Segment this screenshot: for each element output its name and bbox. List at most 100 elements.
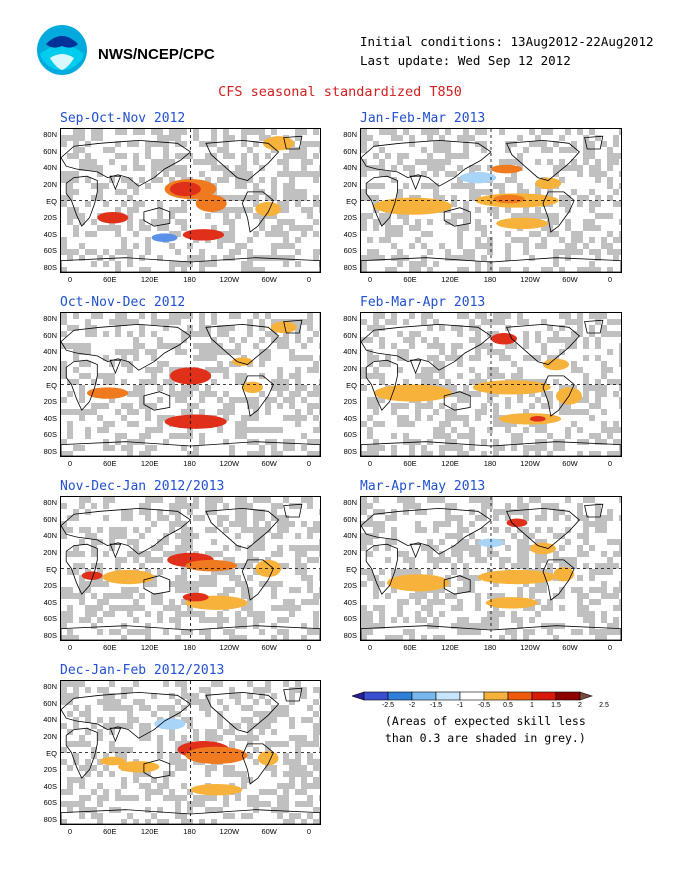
- low-skill-cell: [373, 623, 379, 629]
- low-skill-cell: [373, 141, 379, 147]
- low-skill-cell: [289, 735, 295, 741]
- low-skill-cell: [571, 147, 577, 153]
- low-skill-cell: [463, 183, 469, 189]
- coastline: [361, 625, 621, 640]
- low-skill-cell: [313, 415, 319, 421]
- low-skill-cell: [73, 681, 79, 687]
- coastline: [361, 441, 621, 456]
- low-skill-cell: [595, 355, 601, 361]
- low-skill-cell: [277, 219, 283, 225]
- low-skill-cell: [517, 623, 523, 629]
- low-skill-cell: [289, 355, 295, 361]
- low-skill-cell: [73, 213, 79, 219]
- low-skill-cell: [283, 195, 289, 201]
- low-skill-cell: [223, 325, 229, 331]
- low-skill-cell: [517, 617, 523, 623]
- low-skill-cell: [151, 777, 157, 783]
- low-skill-cell: [241, 527, 247, 533]
- low-skill-cell: [67, 801, 73, 807]
- low-skill-cell: [205, 551, 211, 557]
- low-skill-cell: [205, 629, 211, 635]
- low-skill-cell: [475, 391, 481, 397]
- low-skill-cell: [361, 267, 367, 272]
- lat-label: 80S: [343, 631, 357, 640]
- low-skill-cell: [133, 587, 139, 593]
- low-skill-cell: [283, 759, 289, 765]
- colorbar-label: -1.5: [429, 702, 443, 709]
- low-skill-cell: [61, 623, 67, 629]
- low-skill-cell: [433, 129, 439, 135]
- coastline: [65, 175, 98, 227]
- low-skill-cell: [97, 427, 103, 433]
- low-skill-cell: [235, 397, 241, 403]
- low-skill-cell: [385, 355, 391, 361]
- low-skill-cell: [277, 795, 283, 801]
- low-skill-cell: [439, 635, 445, 640]
- low-skill-cell: [313, 723, 319, 729]
- low-skill-cell: [199, 343, 205, 349]
- low-skill-cell: [583, 593, 589, 599]
- low-skill-cell: [427, 599, 433, 605]
- low-skill-cell: [319, 747, 320, 753]
- low-skill-cell: [121, 177, 127, 183]
- low-skill-cell: [151, 331, 157, 337]
- low-skill-cell: [457, 533, 463, 539]
- low-skill-cell: [583, 563, 589, 569]
- low-skill-cell: [481, 557, 487, 563]
- low-skill-cell: [229, 765, 235, 771]
- low-skill-cell: [559, 201, 565, 207]
- low-skill-cell: [595, 165, 601, 171]
- low-skill-cell: [133, 605, 139, 611]
- low-skill-cell: [157, 545, 163, 551]
- low-skill-cell: [397, 355, 403, 361]
- low-skill-cell: [493, 213, 499, 219]
- low-skill-cell: [121, 605, 127, 611]
- low-skill-cell: [301, 741, 307, 747]
- low-skill-cell: [361, 385, 367, 391]
- low-skill-cell: [559, 177, 565, 183]
- low-skill-cell: [181, 207, 187, 213]
- anomaly-region: [493, 194, 525, 204]
- low-skill-cell: [517, 545, 523, 551]
- low-skill-cell: [493, 313, 499, 319]
- low-skill-cell: [589, 207, 595, 213]
- low-skill-cell: [457, 629, 463, 635]
- low-skill-cell: [61, 267, 67, 272]
- low-skill-cell: [367, 325, 373, 331]
- low-skill-cell: [475, 189, 481, 195]
- low-skill-cell: [595, 255, 601, 261]
- low-skill-cell: [103, 699, 109, 705]
- low-skill-cell: [361, 611, 367, 617]
- low-skill-cell: [295, 189, 301, 195]
- lon-label: 60W: [261, 275, 277, 284]
- low-skill-cell: [229, 687, 235, 693]
- low-skill-cell: [103, 693, 109, 699]
- low-skill-cell: [535, 563, 541, 569]
- low-skill-cell: [379, 605, 385, 611]
- low-skill-cell: [79, 735, 85, 741]
- colorbar-swatches: [351, 691, 593, 701]
- lat-label: 20N: [43, 731, 57, 741]
- low-skill-cell: [379, 159, 385, 165]
- low-skill-cell: [145, 551, 151, 557]
- map-svg: [61, 129, 320, 272]
- low-skill-cell: [211, 581, 217, 587]
- low-skill-cell: [97, 735, 103, 741]
- low-skill-cell: [199, 255, 205, 261]
- low-skill-cell: [85, 343, 91, 349]
- low-skill-cell: [373, 225, 379, 231]
- low-skill-cell: [619, 539, 621, 545]
- low-skill-cell: [451, 219, 457, 225]
- low-skill-cell: [271, 807, 277, 813]
- low-skill-cell: [79, 599, 85, 605]
- low-skill-cell: [553, 509, 559, 515]
- low-skill-cell: [313, 629, 319, 635]
- low-skill-cell: [259, 427, 265, 433]
- low-skill-cell: [283, 337, 289, 343]
- low-skill-cell: [79, 361, 85, 367]
- low-skill-cell: [427, 415, 433, 421]
- low-skill-cell: [481, 527, 487, 533]
- low-skill-cell: [463, 539, 469, 545]
- low-skill-cell: [379, 527, 385, 533]
- low-skill-cell: [247, 207, 253, 213]
